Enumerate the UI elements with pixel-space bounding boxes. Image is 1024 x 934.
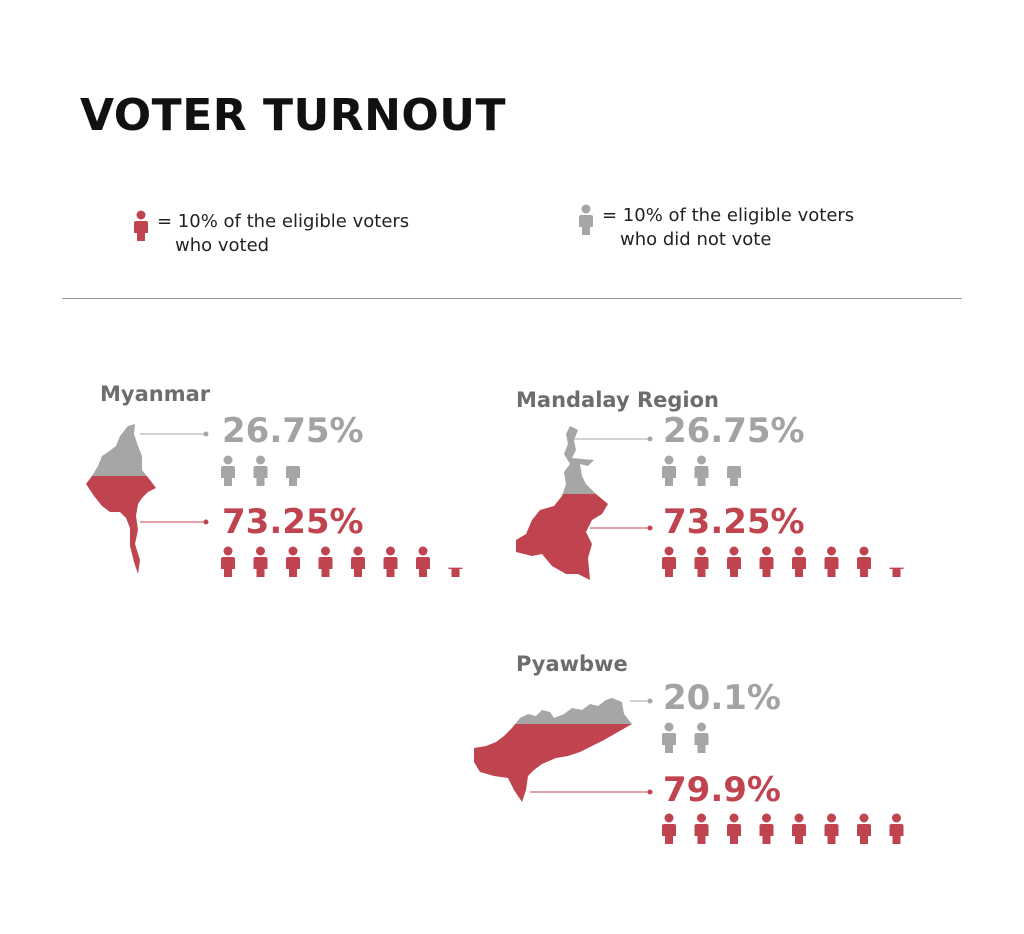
pictogram-not-voted-pyawbwe bbox=[662, 722, 741, 754]
pictogram-not-voted-myanmar bbox=[221, 455, 300, 486]
person-icon bbox=[759, 813, 774, 844]
person-icon bbox=[318, 546, 333, 577]
person-icon bbox=[253, 455, 268, 486]
person-icon bbox=[857, 813, 871, 844]
connector-lines-mandalay bbox=[570, 436, 653, 531]
pictogram-voted-pyawbwe bbox=[662, 813, 904, 844]
pct-voted-mandalay: 73.25% bbox=[663, 502, 805, 542]
pct-not-voted-myanmar: 26.75% bbox=[222, 411, 364, 451]
region-label-pyawbwe: Pyawbwe bbox=[516, 652, 628, 676]
person-icon bbox=[221, 455, 235, 486]
person-icon bbox=[694, 455, 709, 486]
pct-not-voted-pyawbwe: 20.1% bbox=[663, 678, 781, 718]
pictogram-voted-myanmar bbox=[221, 546, 463, 577]
person-icon bbox=[792, 813, 806, 844]
person-icon bbox=[694, 546, 709, 577]
person-icon bbox=[727, 723, 741, 754]
person-icon bbox=[286, 466, 300, 486]
pictogram-voted-mandalay bbox=[662, 546, 904, 577]
person-not-voted-icon bbox=[579, 204, 593, 235]
person-icon bbox=[662, 722, 676, 753]
page-title: VOTER TURNOUT bbox=[80, 90, 507, 141]
connector-lines-pyawbwe bbox=[530, 698, 653, 795]
person-icon bbox=[759, 546, 774, 577]
legend-voted-line1: = 10% of the eligible voters bbox=[157, 211, 410, 232]
legend-not-voted: = 10% of the eligible voters who did not… bbox=[578, 204, 854, 252]
pct-voted-myanmar: 73.25% bbox=[222, 502, 364, 542]
person-icon bbox=[694, 813, 709, 844]
person-voted-icon bbox=[134, 210, 148, 241]
person-icon bbox=[792, 546, 806, 577]
person-icon bbox=[221, 546, 235, 577]
person-icon bbox=[857, 546, 871, 577]
legend-voted: = 10% of the eligible voters who voted bbox=[133, 210, 409, 258]
person-icon bbox=[727, 466, 741, 486]
region-label-mandalay: Mandalay Region bbox=[516, 388, 719, 412]
person-icon bbox=[824, 813, 839, 844]
person-icon bbox=[662, 455, 676, 486]
person-icon bbox=[727, 546, 741, 577]
person-icon bbox=[824, 546, 839, 577]
person-icon bbox=[694, 722, 709, 753]
person-icon bbox=[889, 813, 904, 844]
person-icon bbox=[286, 546, 300, 577]
legend-not-voted-line1: = 10% of the eligible voters bbox=[602, 205, 855, 226]
person-icon bbox=[727, 813, 741, 844]
person-icon bbox=[662, 546, 676, 577]
pictogram-not-voted-mandalay bbox=[662, 455, 741, 486]
person-icon bbox=[351, 546, 365, 577]
pct-voted-pyawbwe: 79.9% bbox=[663, 770, 781, 810]
connector-lines-myanmar bbox=[140, 431, 209, 525]
person-icon bbox=[416, 546, 430, 577]
person-icon bbox=[253, 546, 268, 577]
person-icon bbox=[889, 567, 904, 577]
region-label-myanmar: Myanmar bbox=[100, 382, 211, 406]
person-icon bbox=[383, 546, 398, 577]
legend-not-voted-line2: who did not vote bbox=[620, 229, 772, 250]
pct-not-voted-mandalay: 26.75% bbox=[663, 411, 805, 451]
legend-voted-line2: who voted bbox=[175, 235, 270, 256]
person-icon bbox=[662, 813, 676, 844]
person-icon bbox=[448, 567, 463, 577]
divider bbox=[62, 298, 962, 299]
